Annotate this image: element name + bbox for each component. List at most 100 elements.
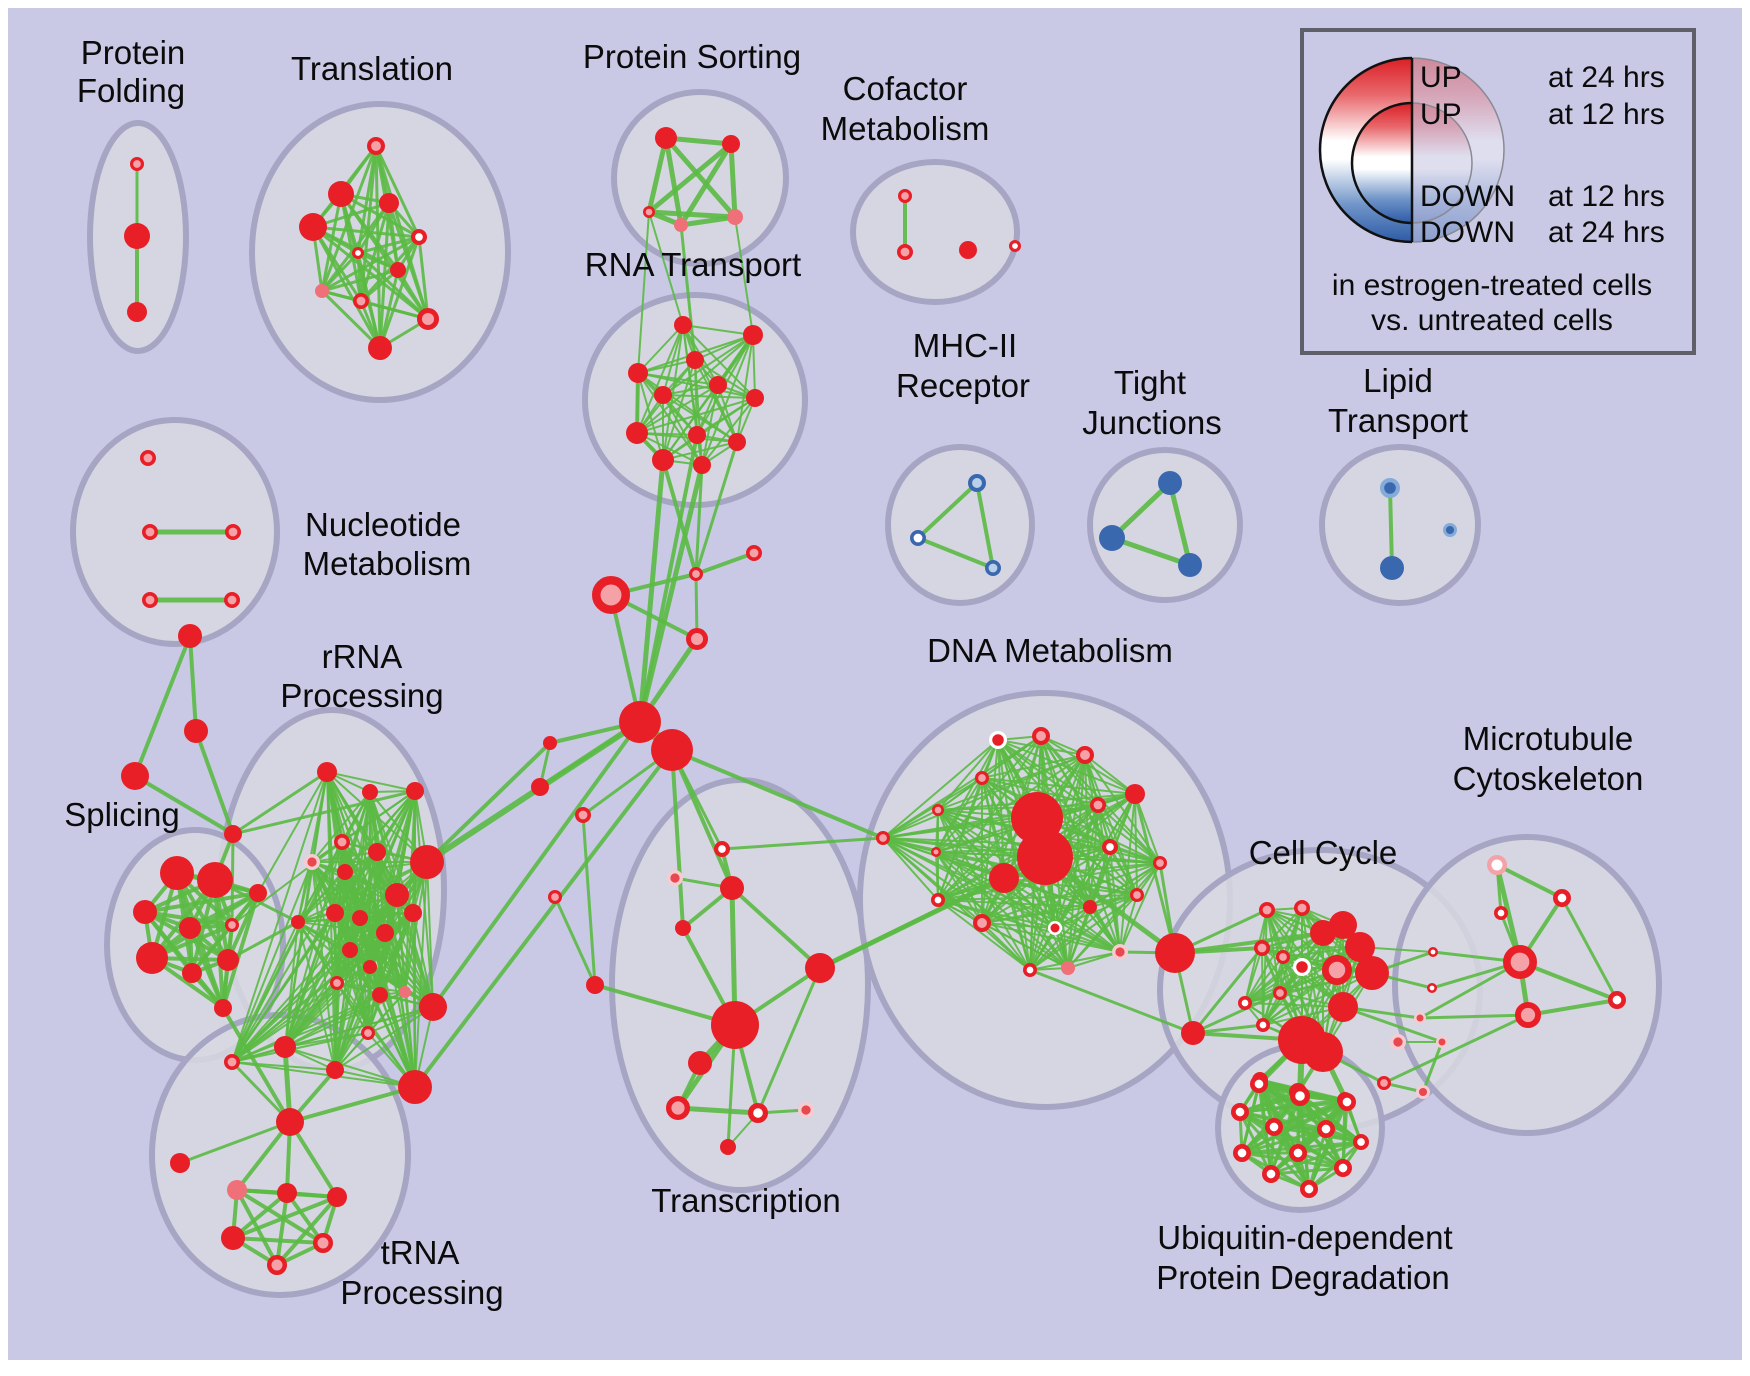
node-K14[interactable] — [1255, 1018, 1270, 1033]
node-H2[interactable] — [651, 729, 693, 771]
node-Rx[interactable] — [361, 1025, 376, 1040]
node-F3[interactable] — [127, 302, 147, 322]
node-G1[interactable] — [675, 920, 691, 936]
node-Q7[interactable] — [313, 1233, 333, 1253]
node-Rt[interactable] — [419, 993, 447, 1021]
node-Rk[interactable] — [352, 910, 368, 926]
node-R2[interactable] — [743, 325, 763, 345]
node-S4[interactable] — [674, 218, 688, 232]
node-K16[interactable] — [1303, 1032, 1343, 1072]
node-T5[interactable] — [410, 229, 427, 246]
node-P3[interactable] — [133, 900, 157, 924]
node-K2[interactable] — [1294, 899, 1311, 916]
node-U7[interactable] — [1428, 946, 1439, 957]
node-X4[interactable] — [224, 825, 242, 843]
node-P8[interactable] — [217, 949, 239, 971]
node-D14[interactable] — [1152, 856, 1167, 871]
node-K7[interactable] — [1322, 955, 1352, 985]
node-R3[interactable] — [686, 351, 704, 369]
node-D22[interactable] — [1061, 961, 1075, 975]
node-U6[interactable] — [1607, 991, 1626, 1010]
node-S5[interactable] — [727, 209, 743, 225]
node-Ch4[interactable] — [745, 544, 762, 561]
node-L1[interactable] — [1379, 478, 1400, 499]
node-G9[interactable] — [548, 890, 563, 905]
node-Rd[interactable] — [333, 833, 350, 850]
node-D15[interactable] — [931, 893, 946, 908]
node-C2[interactable] — [896, 244, 913, 261]
node-D8[interactable] — [1090, 796, 1107, 813]
node-Rm[interactable] — [404, 904, 422, 922]
node-M2[interactable] — [909, 529, 926, 546]
node-R10[interactable] — [728, 433, 746, 451]
node-T7[interactable] — [390, 262, 406, 278]
node-U2[interactable] — [1552, 889, 1571, 908]
node-R8[interactable] — [626, 422, 648, 444]
node-Q4[interactable] — [277, 1183, 297, 1203]
node-K13[interactable] — [1237, 996, 1252, 1011]
node-G2[interactable] — [586, 976, 604, 994]
node-Rp[interactable] — [363, 960, 377, 974]
node-M3[interactable] — [984, 559, 1001, 576]
node-B8[interactable] — [1232, 1143, 1251, 1162]
node-F1[interactable] — [129, 156, 144, 171]
node-U9[interactable] — [1414, 1012, 1427, 1025]
node-D2[interactable] — [1032, 727, 1051, 746]
node-D7[interactable] — [931, 847, 941, 857]
node-D3[interactable] — [1076, 746, 1095, 765]
node-Rq[interactable] — [330, 976, 345, 991]
node-N1[interactable] — [140, 449, 157, 466]
node-T3[interactable] — [379, 193, 399, 213]
node-D17[interactable] — [1048, 921, 1063, 936]
node-D6[interactable] — [876, 831, 891, 846]
node-B6[interactable] — [1316, 1119, 1335, 1138]
node-Ro[interactable] — [342, 942, 358, 958]
node-N5[interactable] — [224, 591, 241, 608]
node-P6[interactable] — [136, 942, 168, 974]
node-K21[interactable] — [1390, 1034, 1407, 1051]
node-P10[interactable] — [249, 884, 267, 902]
node-B12[interactable] — [1299, 1179, 1318, 1198]
node-Re[interactable] — [303, 853, 320, 870]
node-Rg[interactable] — [337, 864, 353, 880]
node-R7[interactable] — [746, 389, 764, 407]
node-Rl[interactable] — [376, 924, 394, 942]
node-K6[interactable] — [1355, 956, 1389, 990]
node-Q6[interactable] — [221, 1226, 245, 1250]
node-T9[interactable] — [352, 292, 369, 309]
node-L3[interactable] — [1442, 522, 1457, 537]
node-B5[interactable] — [1264, 1117, 1283, 1136]
node-B11[interactable] — [1261, 1164, 1280, 1183]
node-Q8[interactable] — [267, 1255, 287, 1275]
node-G4[interactable] — [531, 778, 549, 796]
node-T2[interactable] — [328, 181, 354, 207]
node-H1[interactable] — [619, 701, 661, 743]
node-C3[interactable] — [959, 241, 977, 259]
node-B7[interactable] — [1352, 1133, 1369, 1150]
node-Q2[interactable] — [170, 1153, 190, 1173]
node-U10[interactable] — [1436, 1036, 1449, 1049]
node-Rv[interactable] — [224, 1054, 241, 1071]
node-U8[interactable] — [1427, 982, 1438, 993]
node-X1[interactable] — [178, 624, 202, 648]
node-U12[interactable] — [1415, 1084, 1430, 1099]
node-Q1[interactable] — [276, 1108, 304, 1136]
node-Ch1[interactable] — [689, 567, 704, 582]
node-F2[interactable] — [124, 223, 150, 249]
node-R1[interactable] — [674, 316, 692, 334]
node-B4[interactable] — [1230, 1102, 1249, 1121]
node-C4[interactable] — [1008, 239, 1021, 252]
node-U5[interactable] — [1515, 1001, 1542, 1028]
node-D12[interactable] — [989, 863, 1019, 893]
node-P5[interactable] — [224, 918, 239, 933]
node-Rs[interactable] — [399, 986, 411, 998]
node-G13[interactable] — [747, 1102, 768, 1123]
node-P9[interactable] — [214, 999, 232, 1017]
node-P2[interactable] — [197, 862, 233, 898]
node-L2[interactable] — [1380, 556, 1404, 580]
node-N3[interactable] — [225, 523, 242, 540]
node-Ch3[interactable] — [685, 627, 708, 650]
node-X3[interactable] — [121, 762, 149, 790]
node-K5[interactable] — [1345, 932, 1375, 962]
node-Ch2[interactable] — [592, 576, 631, 615]
